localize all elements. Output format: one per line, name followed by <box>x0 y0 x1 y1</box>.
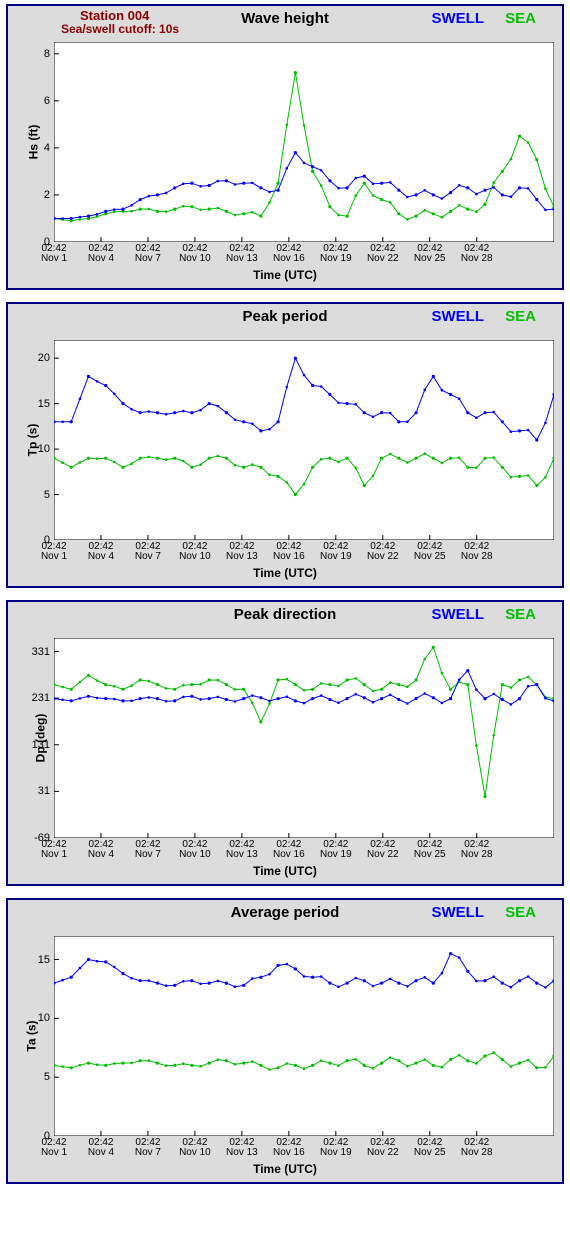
ytick: 5 <box>44 489 50 501</box>
xtick: 02:42Nov 16 <box>273 542 305 562</box>
xtick: 02:42Nov 19 <box>320 840 352 860</box>
legend-sea: SEA <box>505 904 536 921</box>
plot-svg-ta <box>54 936 554 1136</box>
ytick: 8 <box>44 48 50 60</box>
ytick: 15 <box>38 398 50 410</box>
titlebar-tp: Peak periodSWELLSEA <box>16 308 554 340</box>
legend-swell: SWELL <box>432 606 485 623</box>
xtick: 02:42Nov 13 <box>226 1138 258 1158</box>
xtick: 02:42Nov 25 <box>414 1138 446 1158</box>
xtick: 02:42Nov 1 <box>41 1138 67 1158</box>
titlebar-ta: Average periodSWELLSEA <box>16 904 554 936</box>
ytick: 231 <box>32 692 50 704</box>
plot-hs: Hs (ft)0246802:42Nov 102:42Nov 402:42Nov… <box>54 42 554 242</box>
xlabel-tp: Time (UTC) <box>16 566 554 580</box>
legend-sea: SEA <box>505 10 536 27</box>
xtick: 02:42Nov 22 <box>367 1138 399 1158</box>
panel-ta: Average periodSWELLSEATa (s)05101502:42N… <box>6 898 564 1184</box>
plot-dp: Dp (deg)-693113123133102:42Nov 102:42Nov… <box>54 638 554 838</box>
xtick: 02:42Nov 7 <box>135 244 161 264</box>
page: Station 004Sea/swell cutoff: 10sWave hei… <box>0 0 570 1206</box>
ytick: 31 <box>38 785 50 797</box>
xtick: 02:42Nov 25 <box>414 840 446 860</box>
xtick: 02:42Nov 13 <box>226 840 258 860</box>
xtick: 02:42Nov 13 <box>226 542 258 562</box>
ytick: 131 <box>32 739 50 751</box>
ylabel-hs: Hs (ft) <box>26 125 40 160</box>
xlabel-ta: Time (UTC) <box>16 1162 554 1176</box>
legend-swell: SWELL <box>432 904 485 921</box>
xtick: 02:42Nov 25 <box>414 244 446 264</box>
xtick: 02:42Nov 4 <box>88 840 114 860</box>
xtick: 02:42Nov 10 <box>179 244 211 264</box>
panel-tp: Peak periodSWELLSEATp (s)0510152002:42No… <box>6 302 564 588</box>
panel-hs: Station 004Sea/swell cutoff: 10sWave hei… <box>6 4 564 290</box>
ytick: 15 <box>38 954 50 966</box>
ytick: 4 <box>44 142 50 154</box>
xtick: 02:42Nov 19 <box>320 244 352 264</box>
legend-swell: SWELL <box>432 10 485 27</box>
panel-dp: Peak directionSWELLSEADp (deg)-693113123… <box>6 600 564 886</box>
xtick: 02:42Nov 4 <box>88 244 114 264</box>
plot-svg-hs <box>54 42 554 242</box>
titlebar-dp: Peak directionSWELLSEA <box>16 606 554 638</box>
xtick: 02:42Nov 28 <box>461 244 493 264</box>
xtick: 02:42Nov 10 <box>179 1138 211 1158</box>
ytick: 6 <box>44 95 50 107</box>
xtick: 02:42Nov 16 <box>273 1138 305 1158</box>
xtick: 02:42Nov 10 <box>179 542 211 562</box>
ytick: 331 <box>32 646 50 658</box>
xtick: 02:42Nov 7 <box>135 840 161 860</box>
plot-tp: Tp (s)0510152002:42Nov 102:42Nov 402:42N… <box>54 340 554 540</box>
xlabel-hs: Time (UTC) <box>16 268 554 282</box>
ytick: 10 <box>38 443 50 455</box>
ytick: 20 <box>38 352 50 364</box>
ytick: 10 <box>38 1012 50 1024</box>
xtick: 02:42Nov 22 <box>367 840 399 860</box>
xtick: 02:42Nov 13 <box>226 244 258 264</box>
plot-svg-dp <box>54 638 554 838</box>
xtick: 02:42Nov 4 <box>88 1138 114 1158</box>
xtick: 02:42Nov 28 <box>461 542 493 562</box>
xtick: 02:42Nov 22 <box>367 542 399 562</box>
ytick: 5 <box>44 1071 50 1083</box>
xtick: 02:42Nov 22 <box>367 244 399 264</box>
xtick: 02:42Nov 16 <box>273 840 305 860</box>
plot-ta: Ta (s)05101502:42Nov 102:42Nov 402:42Nov… <box>54 936 554 1136</box>
xtick: 02:42Nov 28 <box>461 840 493 860</box>
xtick: 02:42Nov 4 <box>88 542 114 562</box>
xtick: 02:42Nov 1 <box>41 840 67 860</box>
plot-svg-tp <box>54 340 554 540</box>
titlebar-hs: Station 004Sea/swell cutoff: 10sWave hei… <box>16 10 554 42</box>
legend-sea: SEA <box>505 308 536 325</box>
legend-sea: SEA <box>505 606 536 623</box>
xtick: 02:42Nov 28 <box>461 1138 493 1158</box>
xlabel-dp: Time (UTC) <box>16 864 554 878</box>
ytick: 2 <box>44 189 50 201</box>
ylabel-ta: Ta (s) <box>25 1020 39 1051</box>
xtick: 02:42Nov 1 <box>41 244 67 264</box>
xtick: 02:42Nov 19 <box>320 542 352 562</box>
xtick: 02:42Nov 10 <box>179 840 211 860</box>
xtick: 02:42Nov 1 <box>41 542 67 562</box>
xtick: 02:42Nov 25 <box>414 542 446 562</box>
xtick: 02:42Nov 7 <box>135 542 161 562</box>
xtick: 02:42Nov 19 <box>320 1138 352 1158</box>
xtick: 02:42Nov 7 <box>135 1138 161 1158</box>
legend-swell: SWELL <box>432 308 485 325</box>
xtick: 02:42Nov 16 <box>273 244 305 264</box>
